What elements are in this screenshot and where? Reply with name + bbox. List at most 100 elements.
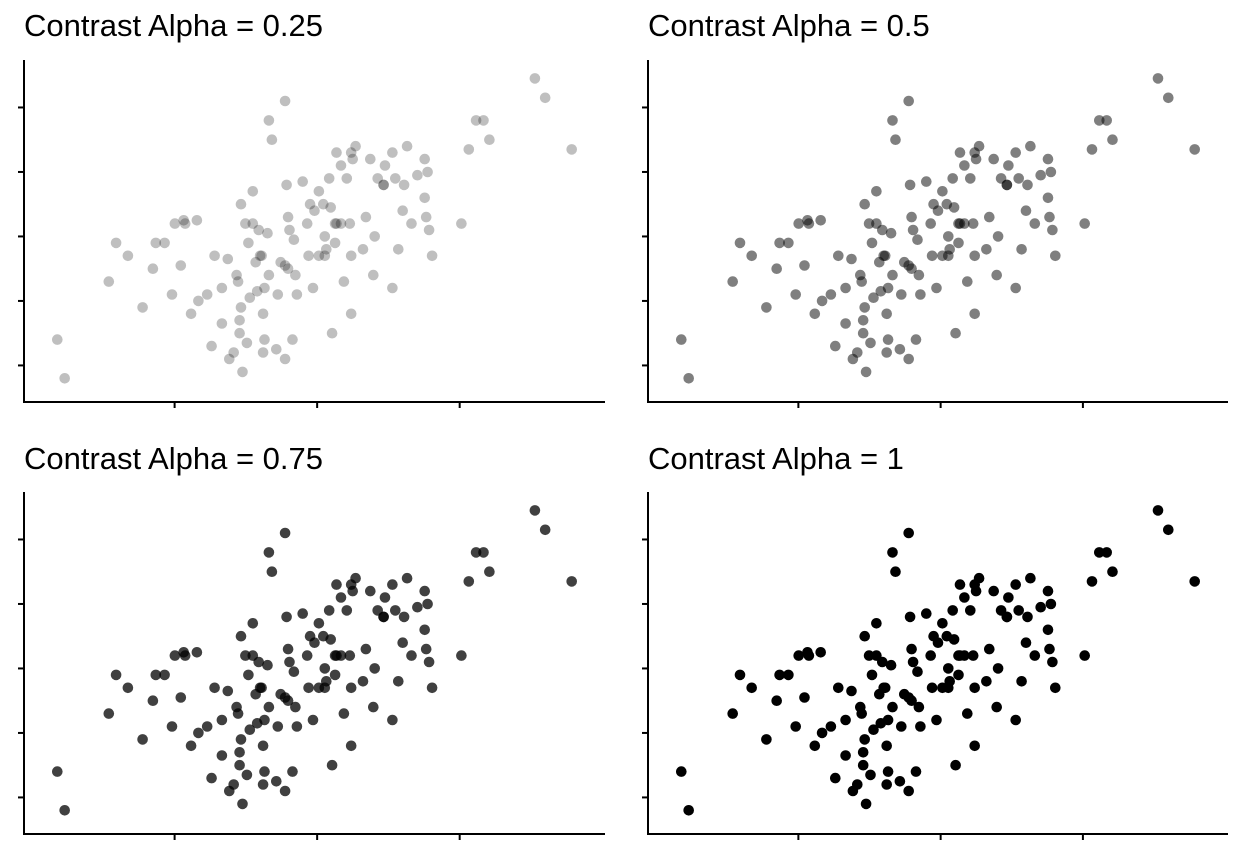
scatter-point [1020, 205, 1032, 216]
plot-area [642, 60, 1228, 408]
scatter-point [257, 779, 269, 790]
scatter-point [272, 721, 284, 732]
scatter-point [1079, 218, 1090, 229]
scatter-point [840, 318, 851, 329]
scatter-point [357, 244, 369, 255]
scatter-point [1042, 585, 1054, 597]
scatter-point [965, 173, 976, 184]
scatter-point [369, 231, 381, 242]
scatter-point [419, 192, 431, 204]
scatter-point [228, 347, 239, 358]
scatter-point [243, 237, 254, 249]
scatter-point [962, 708, 973, 719]
scatter-point [894, 776, 906, 787]
scatter-point [915, 721, 926, 732]
scatter-point [881, 779, 892, 790]
scatter-point [350, 572, 361, 584]
scatter-point [307, 714, 319, 726]
scatter-point [279, 527, 291, 539]
scatter-point [1107, 134, 1118, 145]
scatter-point [321, 676, 332, 687]
scatter-point [478, 115, 489, 126]
scatter-point [59, 373, 70, 384]
scatter-point [1094, 115, 1105, 126]
scatter-point [816, 727, 828, 739]
scatter-point [379, 160, 391, 171]
scatter-point [456, 650, 467, 661]
scatter-point [303, 682, 314, 694]
scatter-point [350, 140, 361, 152]
scatter-point [859, 198, 870, 210]
scatter-point [1042, 153, 1054, 165]
scatter-point [965, 605, 976, 616]
scatter-point [147, 695, 159, 706]
scatter-point [566, 144, 577, 155]
scatter-point [1189, 144, 1200, 155]
scatter-point [159, 669, 170, 681]
scatter-point [201, 289, 213, 300]
scatter-point [816, 295, 828, 307]
panel-alpha-1: Contrast Alpha = 1 [642, 441, 1228, 840]
scatter-point [1042, 192, 1054, 204]
scatter-point [175, 260, 187, 271]
scatter-point [1047, 224, 1058, 236]
scatter-point [932, 637, 944, 648]
scatter-point [282, 695, 294, 706]
scatter-point [925, 650, 936, 661]
scatter-point [257, 740, 269, 752]
scatter-point [962, 276, 973, 287]
scatter-point [771, 695, 782, 706]
scatter-point [191, 215, 203, 226]
panel-title: Contrast Alpha = 0.25 [24, 8, 323, 43]
scatter-point [347, 153, 359, 165]
scatter-point [323, 605, 335, 616]
scatter-point [1029, 650, 1041, 661]
scatter-point [683, 805, 694, 816]
scatter-point [369, 663, 381, 674]
scatter-point [1050, 682, 1061, 694]
scatter-point [944, 676, 955, 687]
scatter-point [944, 244, 955, 255]
scatter-point [379, 592, 391, 603]
scatter-point [235, 198, 247, 210]
panel-title: Contrast Alpha = 1 [648, 441, 904, 476]
scatter-point [863, 650, 875, 661]
scatter-point [1003, 592, 1014, 603]
scatter-point [52, 766, 63, 777]
scatter-point [896, 721, 907, 732]
scatter-point [387, 282, 398, 294]
scatter-point [912, 666, 923, 677]
plot-area [18, 60, 605, 408]
scatter-point [290, 269, 301, 281]
scatter-point [913, 269, 925, 281]
scatter-point [247, 218, 259, 229]
scatter-point [783, 669, 794, 681]
scatter-point [970, 153, 982, 165]
scatter-point [303, 250, 314, 262]
scatter-point [992, 663, 1004, 674]
axis-lines [647, 492, 1228, 835]
scatter-point [241, 769, 253, 781]
scatter-point [529, 505, 541, 516]
scatter-point [856, 276, 867, 287]
scatter-point [326, 327, 338, 339]
scatter-point [291, 289, 303, 300]
scatter-point [259, 766, 270, 777]
scatter-point [360, 211, 372, 223]
scatter-point [840, 750, 851, 761]
scatter-point [279, 785, 291, 797]
scatter-point [1101, 547, 1112, 558]
scatter-point [423, 656, 435, 668]
scatter-point [335, 218, 347, 229]
scatter-point [926, 682, 938, 694]
scatter-point [937, 618, 948, 629]
scatter-point [240, 650, 251, 661]
scatter-point [304, 198, 316, 210]
scatter-point [1025, 572, 1036, 584]
scatter-point [456, 218, 467, 229]
scatter-point [329, 218, 341, 229]
scatter-point [1044, 211, 1055, 223]
scatter-point [881, 740, 892, 752]
scatter-point [159, 237, 170, 249]
scatter-point [959, 218, 970, 229]
